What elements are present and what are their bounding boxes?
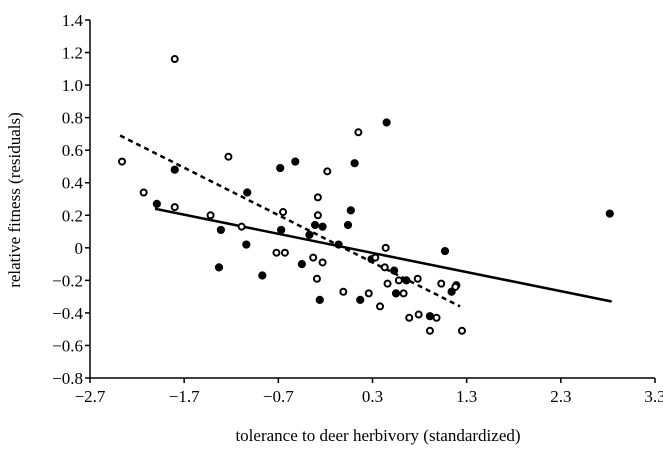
y-tick-label: 0.6 xyxy=(62,141,83,160)
open-point xyxy=(437,279,446,288)
open-point xyxy=(206,211,215,220)
x-tick-label: −0.7 xyxy=(263,387,294,406)
filled-point xyxy=(390,266,399,275)
open-point xyxy=(381,243,390,252)
filled-point xyxy=(350,159,359,168)
filled-point xyxy=(356,295,365,304)
open-point xyxy=(237,222,246,231)
y-tick-label: 0.2 xyxy=(62,206,83,225)
open-point xyxy=(364,289,373,298)
open-point xyxy=(139,188,148,197)
open-point xyxy=(323,167,332,176)
open-point xyxy=(170,55,179,64)
filled-point xyxy=(343,220,353,230)
open-point xyxy=(394,276,403,285)
filled-point xyxy=(258,271,267,280)
open-point xyxy=(457,326,466,335)
open-point xyxy=(413,274,422,283)
x-tick-label: 2.3 xyxy=(550,387,571,406)
filled-point xyxy=(277,225,286,235)
filled-point xyxy=(291,157,300,166)
x-tick-label: 1.3 xyxy=(456,387,477,406)
filled-point xyxy=(170,165,179,174)
open-point xyxy=(376,302,385,311)
filled-point xyxy=(297,259,306,269)
open-point xyxy=(451,282,460,291)
open-point xyxy=(280,248,289,257)
open-point xyxy=(432,313,441,322)
open-point xyxy=(414,310,423,319)
open-point xyxy=(399,289,408,298)
y-tick-label: 1.2 xyxy=(62,44,83,63)
open-point xyxy=(371,253,380,262)
filled-point xyxy=(391,289,401,298)
y-tick-label: 0.8 xyxy=(62,109,83,128)
open-point xyxy=(312,274,321,283)
x-tick-label: 3.3 xyxy=(644,387,663,406)
open-point xyxy=(224,152,233,161)
filled-point xyxy=(216,225,225,235)
open-point xyxy=(170,203,179,212)
x-tick-label: 0.3 xyxy=(362,387,383,406)
y-tick-label: 1.0 xyxy=(62,76,83,95)
x-axis-label: tolerance to deer herbivory (standardize… xyxy=(235,426,520,445)
filled-point xyxy=(605,209,614,218)
filled-point xyxy=(382,118,391,127)
open-point xyxy=(383,279,392,288)
filled-point xyxy=(305,230,314,239)
filled-point xyxy=(152,199,161,208)
open-point xyxy=(313,193,322,202)
y-tick-label: −0.8 xyxy=(52,369,83,388)
filled-point xyxy=(425,312,435,321)
open-point xyxy=(118,157,127,166)
filled-point xyxy=(440,246,450,256)
filled-point xyxy=(315,295,324,304)
filled-point xyxy=(310,220,320,230)
filled-point xyxy=(242,240,251,249)
y-tick-label: 1.4 xyxy=(62,11,84,30)
filled-point xyxy=(276,163,285,173)
open-point xyxy=(309,253,318,262)
open-point xyxy=(339,287,348,296)
x-tick-label: −2.7 xyxy=(75,387,106,406)
filled-point xyxy=(243,188,252,197)
y-tick-label: 0.4 xyxy=(62,174,84,193)
filled-point xyxy=(318,222,327,231)
filled-point xyxy=(346,206,355,215)
open-point xyxy=(425,326,434,335)
filled-point xyxy=(402,276,411,285)
y-tick-label: 0 xyxy=(75,239,84,258)
regression-line xyxy=(154,207,612,303)
y-tick-label: −0.2 xyxy=(52,271,83,290)
open-point xyxy=(279,208,288,217)
open-point xyxy=(318,258,327,267)
open-point xyxy=(272,248,281,257)
open-point xyxy=(380,263,389,272)
y-tick-label: −0.4 xyxy=(52,304,83,323)
x-tick-label: −1.7 xyxy=(169,387,200,406)
open-point xyxy=(405,313,414,322)
filled-point xyxy=(214,263,224,272)
open-point xyxy=(354,128,363,137)
open-point xyxy=(313,211,322,220)
filled-point xyxy=(334,240,343,249)
y-tick-label: −0.6 xyxy=(52,336,83,355)
y-axis-label: relative fitness (residuals) xyxy=(5,112,24,288)
